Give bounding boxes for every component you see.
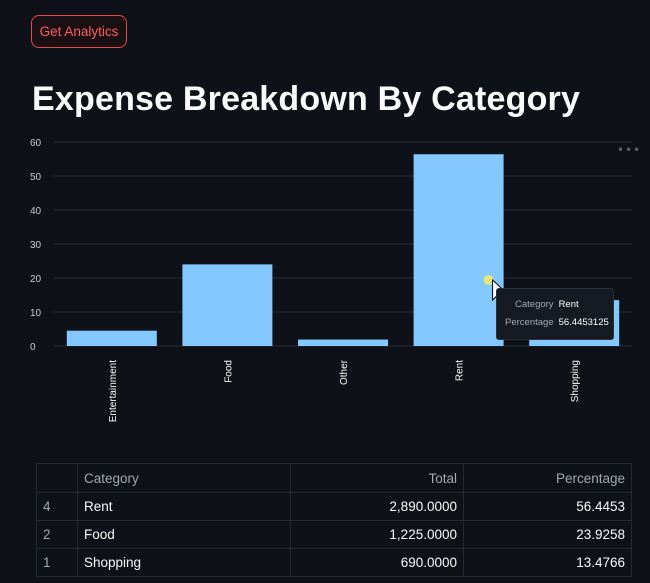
bar[interactable] xyxy=(298,339,388,346)
chart-tooltip: Category Rent Percentage 56.4453125 xyxy=(496,288,614,340)
x-tick-label: Rent xyxy=(455,360,466,381)
y-tick-label: 0 xyxy=(30,342,36,353)
row-index: 2 xyxy=(36,520,78,549)
row-total: 1,225.0000 xyxy=(290,520,464,549)
table-header-percentage[interactable]: Percentage xyxy=(463,463,632,493)
page-title: Expense Breakdown By Category xyxy=(32,80,581,118)
y-tick-label: 20 xyxy=(30,274,42,285)
x-tick-label: Shopping xyxy=(570,360,581,402)
row-category: Rent xyxy=(77,492,291,521)
row-index: 4 xyxy=(36,492,78,521)
tooltip-percentage-value: 56.4453125 xyxy=(558,316,609,328)
table-row[interactable]: 4 Rent 2,890.0000 56.4453 xyxy=(36,492,632,521)
table-header-row: Category Total Percentage xyxy=(36,463,632,493)
tooltip-category-value: Rent xyxy=(558,298,579,310)
x-tick-label: Entertainment xyxy=(108,360,119,422)
y-tick-label: 50 xyxy=(30,172,42,183)
row-category: Food xyxy=(77,520,291,549)
row-percentage: 13.4766 xyxy=(463,548,632,577)
get-analytics-button[interactable]: Get Analytics xyxy=(31,15,127,48)
bar[interactable] xyxy=(66,330,157,346)
bar[interactable] xyxy=(413,154,504,346)
table-row[interactable]: 1 Shopping 690.0000 13.4766 xyxy=(36,548,632,577)
bar[interactable] xyxy=(182,264,273,346)
chart-menu-icon[interactable]: ••• xyxy=(617,143,642,157)
x-tick-label: Food xyxy=(223,360,234,383)
y-tick-label: 30 xyxy=(30,240,42,251)
y-tick-label: 40 xyxy=(30,206,42,217)
table-header-category[interactable]: Category xyxy=(77,463,291,493)
row-percentage: 56.4453 xyxy=(463,492,632,521)
table-row[interactable]: 2 Food 1,225.0000 23.9258 xyxy=(36,520,632,549)
hover-highlight-dot xyxy=(483,275,494,285)
x-tick-label: Other xyxy=(339,359,350,385)
expense-bar-chart[interactable]: 0 10 20 30 40 50 60 Entertainment Food Other Rent S… xyxy=(0,130,650,430)
row-category: Shopping xyxy=(77,548,291,577)
table-header-index xyxy=(36,463,78,493)
table-header-total[interactable]: Total xyxy=(290,463,464,493)
row-percentage: 23.9258 xyxy=(463,520,632,549)
row-total: 2,890.0000 xyxy=(290,492,464,521)
row-total: 690.0000 xyxy=(290,548,464,577)
tooltip-percentage-key: Percentage xyxy=(505,316,554,328)
y-tick-label: 10 xyxy=(30,308,42,319)
tooltip-category-key: Category xyxy=(515,298,554,310)
y-tick-label: 60 xyxy=(30,138,42,149)
expense-table: Category Total Percentage 4 Rent 2,890.0… xyxy=(36,463,632,577)
row-index: 1 xyxy=(36,548,78,577)
